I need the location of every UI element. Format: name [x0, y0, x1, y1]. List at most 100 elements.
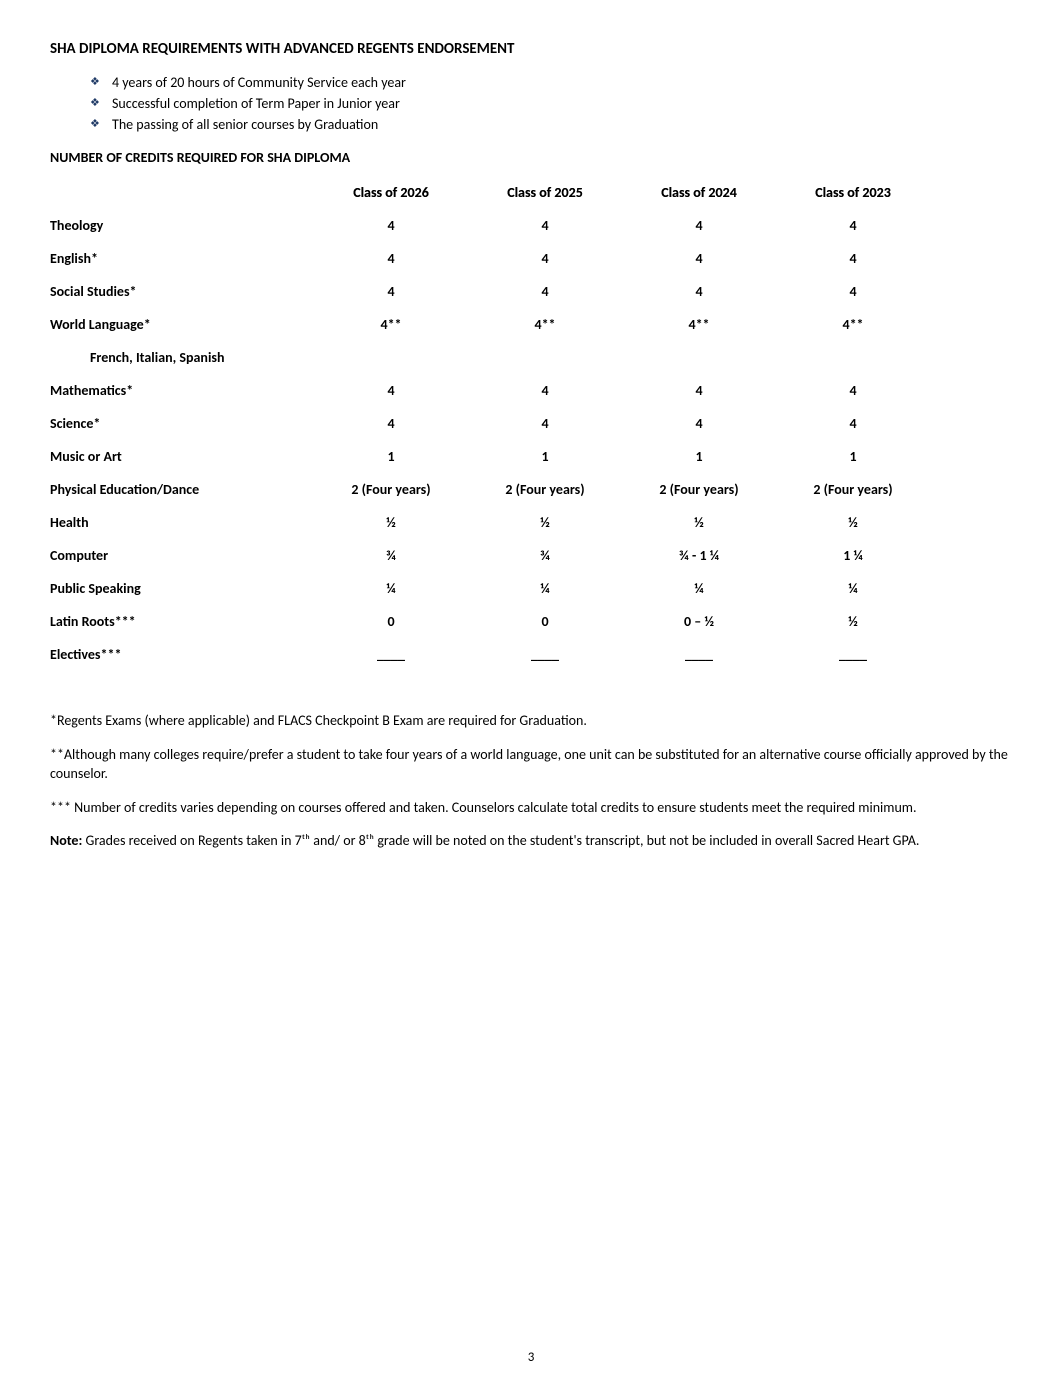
cell: 4 [776, 374, 930, 407]
cell: 4 [314, 407, 468, 440]
cell: ____ [776, 638, 930, 671]
bullet-text: Successful completion of Term Paper in J… [112, 95, 400, 112]
credits-table: Class of 2026 Class of 2025 Class of 202… [50, 176, 930, 671]
cell: ____ [468, 638, 622, 671]
credits-table-body: Theology4444English*4444Social Studies*4… [50, 209, 930, 671]
table-header-row: Class of 2026 Class of 2025 Class of 202… [50, 176, 930, 209]
cell: 4 [314, 275, 468, 308]
cell: 2 (Four years) [622, 473, 776, 506]
cell: ¾ [314, 539, 468, 572]
page-title: SHA DIPLOMA REQUIREMENTS WITH ADVANCED R… [50, 40, 1012, 58]
cell: ____ [314, 638, 468, 671]
cell: 4 [622, 374, 776, 407]
footnote-2: **Although many colleges require/prefer … [50, 745, 1012, 784]
cell: 1 ¼ [776, 539, 930, 572]
footnote-3: *** Number of credits varies depending o… [50, 798, 1012, 818]
cell [622, 341, 776, 374]
credits-heading: NUMBER OF CREDITS REQUIRED FOR SHA DIPLO… [50, 149, 1012, 166]
table-row: Health½½½½ [50, 506, 930, 539]
header-blank [50, 176, 314, 209]
cell: ____ [622, 638, 776, 671]
row-label: Electives*** [50, 638, 314, 671]
cell: ¼ [314, 572, 468, 605]
table-row: Music or Art1111 [50, 440, 930, 473]
table-row: World Language*4**4**4**4** [50, 308, 930, 341]
diamond-icon: ❖ [90, 95, 100, 112]
cell: ½ [468, 506, 622, 539]
diamond-icon: ❖ [90, 74, 100, 91]
table-row: Electives***________________ [50, 638, 930, 671]
cell: 4 [314, 374, 468, 407]
cell [468, 341, 622, 374]
table-row: English*4444 [50, 242, 930, 275]
cell: 0 – ½ [622, 605, 776, 638]
table-row: Computer¾¾¾ - 1 ¼1 ¼ [50, 539, 930, 572]
cell: 4** [622, 308, 776, 341]
table-row: Physical Education/Dance2 (Four years)2 … [50, 473, 930, 506]
note-label: Note: [50, 832, 82, 849]
row-label: English* [50, 242, 314, 275]
row-label: Latin Roots*** [50, 605, 314, 638]
row-label: Public Speaking [50, 572, 314, 605]
cell: 4 [776, 209, 930, 242]
row-label: Physical Education/Dance [50, 473, 314, 506]
page: SHA DIPLOMA REQUIREMENTS WITH ADVANCED R… [0, 0, 1062, 1377]
table-row: Social Studies*4444 [50, 275, 930, 308]
cell: 1 [776, 440, 930, 473]
row-label: Theology [50, 209, 314, 242]
cell: ½ [776, 506, 930, 539]
row-label: Music or Art [50, 440, 314, 473]
col-header: Class of 2023 [776, 176, 930, 209]
note-body: Grades received on Regents taken in 7ᵗʰ … [82, 832, 919, 849]
bullet-item: ❖ The passing of all senior courses by G… [90, 114, 1012, 135]
page-number: 3 [0, 1350, 1062, 1365]
cell: 4 [314, 242, 468, 275]
cell: 4 [468, 275, 622, 308]
bullet-item: ❖ 4 years of 20 hours of Community Servi… [90, 72, 1012, 93]
row-label: Mathematics* [50, 374, 314, 407]
table-row: Latin Roots***000 – ½½ [50, 605, 930, 638]
table-row: Mathematics*4444 [50, 374, 930, 407]
bullet-text: 4 years of 20 hours of Community Service… [112, 74, 406, 91]
bullet-list: ❖ 4 years of 20 hours of Community Servi… [50, 72, 1012, 135]
cell: 4 [776, 242, 930, 275]
cell: 2 (Four years) [468, 473, 622, 506]
diamond-icon: ❖ [90, 116, 100, 133]
footnote-1: *Regents Exams (where applicable) and FL… [50, 711, 1012, 731]
cell [776, 341, 930, 374]
cell: 4** [776, 308, 930, 341]
col-header: Class of 2026 [314, 176, 468, 209]
cell: 1 [468, 440, 622, 473]
cell: 4 [622, 407, 776, 440]
cell: 1 [622, 440, 776, 473]
cell: ¼ [776, 572, 930, 605]
cell: ½ [314, 506, 468, 539]
cell: 4 [314, 209, 468, 242]
cell: 4** [314, 308, 468, 341]
table-row: Public Speaking¼¼¼¼ [50, 572, 930, 605]
row-label: World Language* [50, 308, 314, 341]
footnote-note: Note: Grades received on Regents taken i… [50, 831, 1012, 851]
row-label: Science* [50, 407, 314, 440]
footnotes: *Regents Exams (where applicable) and FL… [50, 711, 1012, 851]
cell: 4 [468, 242, 622, 275]
row-label: Computer [50, 539, 314, 572]
cell: 4 [468, 407, 622, 440]
cell: 1 [314, 440, 468, 473]
cell: ½ [622, 506, 776, 539]
row-label: Health [50, 506, 314, 539]
bullet-item: ❖ Successful completion of Term Paper in… [90, 93, 1012, 114]
cell: ¾ [468, 539, 622, 572]
cell: 4 [468, 374, 622, 407]
row-label: Social Studies* [50, 275, 314, 308]
cell: 4 [622, 242, 776, 275]
table-row: French, Italian, Spanish [50, 341, 930, 374]
cell: 4 [622, 209, 776, 242]
cell: 0 [314, 605, 468, 638]
cell: 2 (Four years) [314, 473, 468, 506]
cell: 4** [468, 308, 622, 341]
table-row: Science*4444 [50, 407, 930, 440]
cell: 4 [776, 275, 930, 308]
cell: ½ [776, 605, 930, 638]
cell [314, 341, 468, 374]
